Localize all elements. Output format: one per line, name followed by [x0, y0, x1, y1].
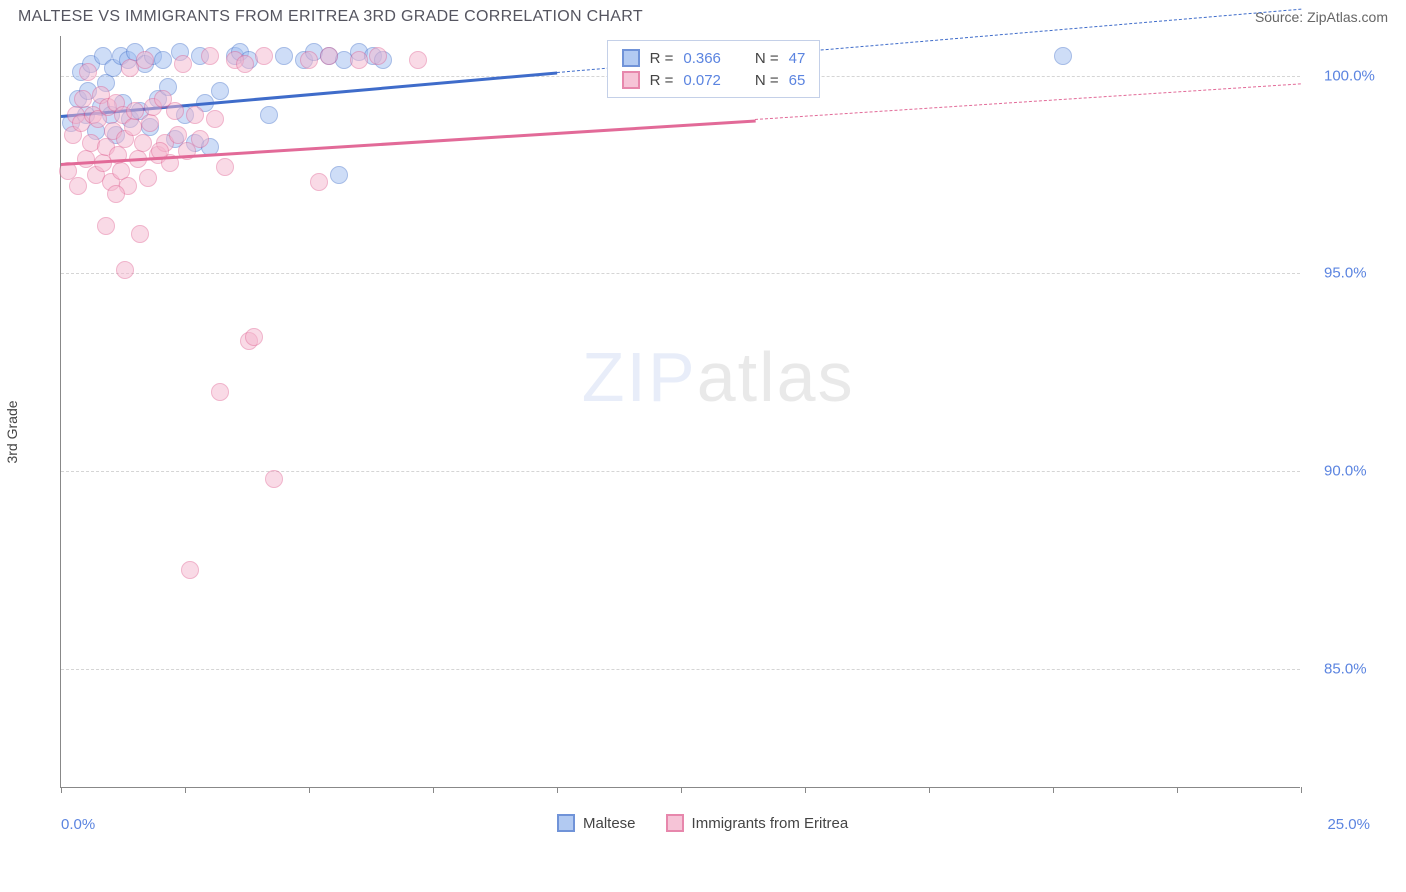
data-point-eritrea	[245, 328, 263, 346]
x-axis-end-label: 25.0%	[1327, 816, 1370, 833]
data-point-eritrea	[186, 106, 204, 124]
data-point-eritrea	[139, 169, 157, 187]
legend-r-value: 0.072	[683, 72, 721, 89]
legend-n-value: 47	[789, 50, 806, 67]
chart-container: 3rd Grade 100.0%95.0%90.0%85.0%0.0%25.0%…	[18, 32, 1388, 832]
legend-swatch	[622, 49, 640, 67]
data-point-eritrea	[206, 110, 224, 128]
x-tick	[185, 787, 186, 793]
data-point-eritrea	[409, 51, 427, 69]
x-tick	[1301, 787, 1302, 793]
data-point-eritrea	[116, 261, 134, 279]
data-point-eritrea	[181, 561, 199, 579]
data-point-maltese	[1054, 47, 1072, 65]
legend-r-label: R =	[650, 50, 674, 67]
data-point-eritrea	[265, 470, 283, 488]
legend-item-maltese: Maltese	[557, 814, 636, 832]
x-tick	[557, 787, 558, 793]
data-point-eritrea	[236, 55, 254, 73]
x-tick	[309, 787, 310, 793]
chart-title: MALTESE VS IMMIGRANTS FROM ERITREA 3RD G…	[18, 8, 643, 26]
y-tick-label: 90.0%	[1324, 463, 1367, 480]
legend-n-value: 65	[789, 72, 806, 89]
legend-r-value: 0.366	[683, 50, 721, 67]
legend-label: Immigrants from Eritrea	[692, 815, 849, 832]
y-tick-label: 85.0%	[1324, 661, 1367, 678]
data-point-eritrea	[136, 51, 154, 69]
y-tick-label: 95.0%	[1324, 265, 1367, 282]
data-point-eritrea	[107, 185, 125, 203]
x-tick	[805, 787, 806, 793]
data-point-eritrea	[310, 173, 328, 191]
data-point-eritrea	[211, 383, 229, 401]
data-point-eritrea	[320, 47, 338, 65]
grid-line	[61, 471, 1300, 472]
y-axis-label: 3rd Grade	[4, 400, 20, 463]
y-tick-label: 100.0%	[1324, 67, 1375, 84]
series-legend: Maltese Immigrants from Eritrea	[557, 814, 848, 832]
data-point-maltese	[154, 51, 172, 69]
x-tick	[433, 787, 434, 793]
chart-header: MALTESE VS IMMIGRANTS FROM ERITREA 3RD G…	[0, 0, 1406, 32]
x-tick	[61, 787, 62, 793]
data-point-maltese	[275, 47, 293, 65]
legend-row-maltese: R = 0.366 N = 47	[622, 47, 806, 69]
data-point-eritrea	[300, 51, 318, 69]
data-point-eritrea	[201, 47, 219, 65]
x-axis-start-label: 0.0%	[61, 816, 95, 833]
data-point-eritrea	[166, 102, 184, 120]
x-tick	[681, 787, 682, 793]
data-point-eritrea	[141, 114, 159, 132]
data-point-eritrea	[97, 217, 115, 235]
x-tick	[1053, 787, 1054, 793]
data-point-maltese	[330, 166, 348, 184]
data-point-eritrea	[79, 63, 97, 81]
legend-n-label: N =	[755, 72, 779, 89]
watermark: ZIPatlas	[582, 337, 855, 417]
legend-swatch	[622, 71, 640, 89]
data-point-maltese	[211, 82, 229, 100]
data-point-maltese	[260, 106, 278, 124]
data-point-eritrea	[255, 47, 273, 65]
data-point-eritrea	[369, 47, 387, 65]
data-point-eritrea	[69, 177, 87, 195]
data-point-eritrea	[174, 55, 192, 73]
legend-item-eritrea: Immigrants from Eritrea	[666, 814, 849, 832]
grid-line	[61, 273, 1300, 274]
legend-row-eritrea: R = 0.072 N = 65	[622, 69, 806, 91]
legend-swatch	[666, 814, 684, 832]
x-tick	[1177, 787, 1178, 793]
grid-line	[61, 669, 1300, 670]
x-tick	[929, 787, 930, 793]
legend-n-label: N =	[755, 50, 779, 67]
legend-swatch	[557, 814, 575, 832]
trend-line-extrapolated	[755, 83, 1301, 120]
legend-r-label: R =	[650, 72, 674, 89]
correlation-legend: R = 0.366 N = 47 R = 0.072 N = 65	[607, 40, 821, 98]
data-point-eritrea	[191, 130, 209, 148]
plot-area: 100.0%95.0%90.0%85.0%0.0%25.0%ZIPatlasR …	[60, 36, 1300, 788]
data-point-eritrea	[131, 225, 149, 243]
source-name: ZipAtlas.com	[1307, 9, 1388, 25]
data-point-eritrea	[216, 158, 234, 176]
legend-label: Maltese	[583, 815, 636, 832]
data-point-eritrea	[350, 51, 368, 69]
